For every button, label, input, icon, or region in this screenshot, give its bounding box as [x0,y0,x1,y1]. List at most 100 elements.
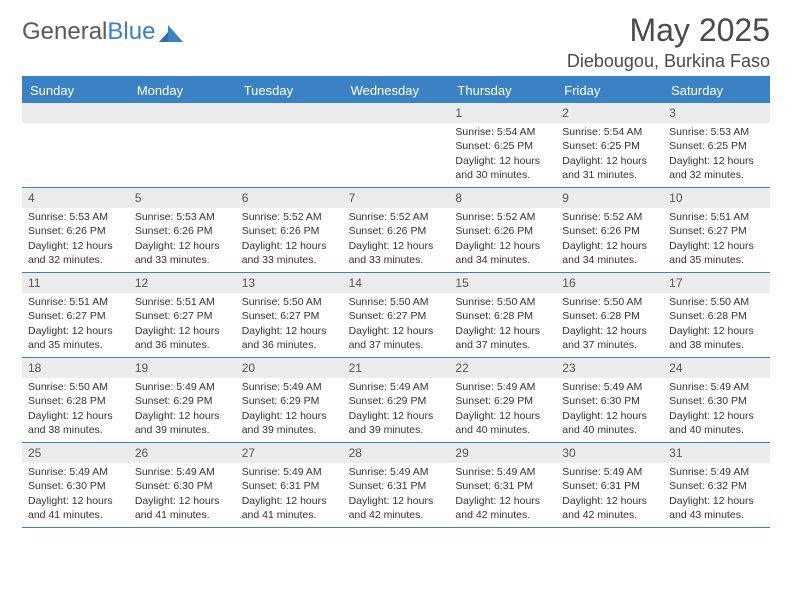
sunrise-text: Sunrise: 5:52 AM [455,210,550,224]
day-cell: 22Sunrise: 5:49 AMSunset: 6:29 PMDayligh… [449,358,556,442]
day-cell: 6Sunrise: 5:52 AMSunset: 6:26 PMDaylight… [236,188,343,272]
daylight-text: Daylight: 12 hours and 40 minutes. [562,409,657,437]
calendar-week: 1Sunrise: 5:54 AMSunset: 6:25 PMDaylight… [22,103,770,188]
day-body: Sunrise: 5:50 AMSunset: 6:28 PMDaylight:… [449,293,556,356]
calendar: Sunday Monday Tuesday Wednesday Thursday… [22,76,770,528]
sunrise-text: Sunrise: 5:49 AM [242,380,337,394]
day-body: Sunrise: 5:50 AMSunset: 6:28 PMDaylight:… [556,293,663,356]
weekday-friday: Friday [556,78,663,103]
daylight-text: Daylight: 12 hours and 41 minutes. [242,494,337,522]
day-body: Sunrise: 5:51 AMSunset: 6:27 PMDaylight:… [129,293,236,356]
day-body: Sunrise: 5:52 AMSunset: 6:26 PMDaylight:… [343,208,450,271]
day-number: 30 [556,443,663,463]
sunset-text: Sunset: 6:30 PM [135,479,230,493]
day-body: Sunrise: 5:51 AMSunset: 6:27 PMDaylight:… [22,293,129,356]
daylight-text: Daylight: 12 hours and 35 minutes. [28,324,123,352]
sunset-text: Sunset: 6:29 PM [242,394,337,408]
sunset-text: Sunset: 6:27 PM [28,309,123,323]
daylight-text: Daylight: 12 hours and 42 minutes. [349,494,444,522]
day-number: 23 [556,358,663,378]
day-body: Sunrise: 5:49 AMSunset: 6:29 PMDaylight:… [129,378,236,441]
daylight-text: Daylight: 12 hours and 41 minutes. [135,494,230,522]
sunset-text: Sunset: 6:28 PM [28,394,123,408]
day-cell: 26Sunrise: 5:49 AMSunset: 6:30 PMDayligh… [129,443,236,527]
day-number: 22 [449,358,556,378]
day-cell: 19Sunrise: 5:49 AMSunset: 6:29 PMDayligh… [129,358,236,442]
daylight-text: Daylight: 12 hours and 39 minutes. [242,409,337,437]
day-body: Sunrise: 5:54 AMSunset: 6:25 PMDaylight:… [449,123,556,186]
day-cell: 25Sunrise: 5:49 AMSunset: 6:30 PMDayligh… [22,443,129,527]
sunrise-text: Sunrise: 5:49 AM [28,465,123,479]
daylight-text: Daylight: 12 hours and 37 minutes. [349,324,444,352]
calendar-week: 25Sunrise: 5:49 AMSunset: 6:30 PMDayligh… [22,443,770,528]
sunrise-text: Sunrise: 5:49 AM [669,380,764,394]
sunset-text: Sunset: 6:25 PM [455,139,550,153]
sunset-text: Sunset: 6:32 PM [669,479,764,493]
day-body: Sunrise: 5:49 AMSunset: 6:31 PMDaylight:… [343,463,450,526]
day-number: 27 [236,443,343,463]
day-number: 25 [22,443,129,463]
daylight-text: Daylight: 12 hours and 33 minutes. [349,239,444,267]
daylight-text: Daylight: 12 hours and 35 minutes. [669,239,764,267]
sunrise-text: Sunrise: 5:50 AM [455,295,550,309]
logo-text: GeneralBlue [22,18,155,46]
sunrise-text: Sunrise: 5:53 AM [28,210,123,224]
sunrise-text: Sunrise: 5:50 AM [28,380,123,394]
day-body: Sunrise: 5:49 AMSunset: 6:29 PMDaylight:… [343,378,450,441]
day-body: Sunrise: 5:53 AMSunset: 6:25 PMDaylight:… [663,123,770,186]
day-cell: 31Sunrise: 5:49 AMSunset: 6:32 PMDayligh… [663,443,770,527]
day-cell: 9Sunrise: 5:52 AMSunset: 6:26 PMDaylight… [556,188,663,272]
daylight-text: Daylight: 12 hours and 41 minutes. [28,494,123,522]
sunrise-text: Sunrise: 5:49 AM [562,465,657,479]
sunrise-text: Sunrise: 5:52 AM [242,210,337,224]
sunrise-text: Sunrise: 5:49 AM [455,380,550,394]
day-cell: 15Sunrise: 5:50 AMSunset: 6:28 PMDayligh… [449,273,556,357]
day-number-empty [236,103,343,123]
day-number: 29 [449,443,556,463]
daylight-text: Daylight: 12 hours and 39 minutes. [135,409,230,437]
calendar-week: 18Sunrise: 5:50 AMSunset: 6:28 PMDayligh… [22,358,770,443]
day-number: 31 [663,443,770,463]
daylight-text: Daylight: 12 hours and 33 minutes. [242,239,337,267]
day-cell: 16Sunrise: 5:50 AMSunset: 6:28 PMDayligh… [556,273,663,357]
sunset-text: Sunset: 6:27 PM [242,309,337,323]
day-number: 1 [449,103,556,123]
day-body: Sunrise: 5:53 AMSunset: 6:26 PMDaylight:… [22,208,129,271]
day-number: 19 [129,358,236,378]
day-number: 14 [343,273,450,293]
day-cell [236,103,343,187]
weekday-header-row: Sunday Monday Tuesday Wednesday Thursday… [22,78,770,103]
daylight-text: Daylight: 12 hours and 39 minutes. [349,409,444,437]
header: GeneralBlue May 2025 Diebougou, Burkina … [22,12,770,72]
sunrise-text: Sunrise: 5:53 AM [669,125,764,139]
weekday-wednesday: Wednesday [343,78,450,103]
sunset-text: Sunset: 6:28 PM [455,309,550,323]
sunset-text: Sunset: 6:28 PM [669,309,764,323]
day-number: 9 [556,188,663,208]
title-block: May 2025 Diebougou, Burkina Faso [567,12,770,72]
day-cell: 17Sunrise: 5:50 AMSunset: 6:28 PMDayligh… [663,273,770,357]
sunset-text: Sunset: 6:30 PM [562,394,657,408]
sunrise-text: Sunrise: 5:54 AM [455,125,550,139]
day-number: 7 [343,188,450,208]
day-number: 11 [22,273,129,293]
day-body: Sunrise: 5:50 AMSunset: 6:28 PMDaylight:… [22,378,129,441]
day-body: Sunrise: 5:52 AMSunset: 6:26 PMDaylight:… [556,208,663,271]
day-cell [129,103,236,187]
daylight-text: Daylight: 12 hours and 37 minutes. [455,324,550,352]
day-body: Sunrise: 5:50 AMSunset: 6:27 PMDaylight:… [343,293,450,356]
day-cell: 12Sunrise: 5:51 AMSunset: 6:27 PMDayligh… [129,273,236,357]
sunrise-text: Sunrise: 5:52 AM [562,210,657,224]
day-cell [22,103,129,187]
sunset-text: Sunset: 6:27 PM [135,309,230,323]
sunrise-text: Sunrise: 5:50 AM [349,295,444,309]
day-cell: 27Sunrise: 5:49 AMSunset: 6:31 PMDayligh… [236,443,343,527]
day-cell: 29Sunrise: 5:49 AMSunset: 6:31 PMDayligh… [449,443,556,527]
month-title: May 2025 [567,12,770,49]
daylight-text: Daylight: 12 hours and 31 minutes. [562,154,657,182]
day-number: 15 [449,273,556,293]
day-body: Sunrise: 5:49 AMSunset: 6:30 PMDaylight:… [556,378,663,441]
sunset-text: Sunset: 6:25 PM [669,139,764,153]
day-number-empty [343,103,450,123]
sunrise-text: Sunrise: 5:53 AM [135,210,230,224]
